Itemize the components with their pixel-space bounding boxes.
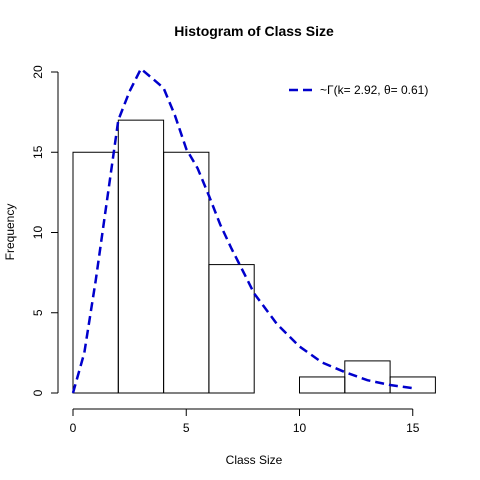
histogram-bar bbox=[208, 264, 255, 394]
histogram-bar bbox=[117, 119, 165, 394]
x-tick-label: 15 bbox=[406, 421, 420, 435]
y-tick-label: 15 bbox=[31, 145, 45, 159]
y-axis-label: Frequency bbox=[3, 204, 17, 261]
histogram-bars bbox=[72, 119, 436, 394]
y-axis: 0 5 10 15 20 bbox=[31, 65, 59, 396]
histogram-bar bbox=[344, 360, 391, 394]
x-axis-label: Class Size bbox=[226, 453, 283, 467]
chart-title: Histogram of Class Size bbox=[174, 23, 334, 39]
gamma-density-curve bbox=[71, 66, 413, 394]
x-tick-label: 10 bbox=[293, 421, 307, 435]
x-tick-label: 5 bbox=[183, 421, 190, 435]
histogram-bar bbox=[72, 151, 119, 394]
histogram-bar bbox=[163, 151, 210, 394]
x-tick-label: 0 bbox=[70, 421, 77, 435]
histogram-bar bbox=[299, 376, 346, 394]
y-tick-label: 20 bbox=[31, 65, 45, 79]
legend: ~Γ(k= 2.92, θ= 0.61) bbox=[289, 83, 428, 97]
y-tick-label: 5 bbox=[31, 309, 45, 316]
x-axis: 0 5 10 15 bbox=[70, 408, 420, 435]
legend-label: ~Γ(k= 2.92, θ= 0.61) bbox=[320, 83, 428, 97]
y-tick-label: 10 bbox=[31, 226, 45, 240]
y-tick-label: 0 bbox=[31, 389, 45, 396]
